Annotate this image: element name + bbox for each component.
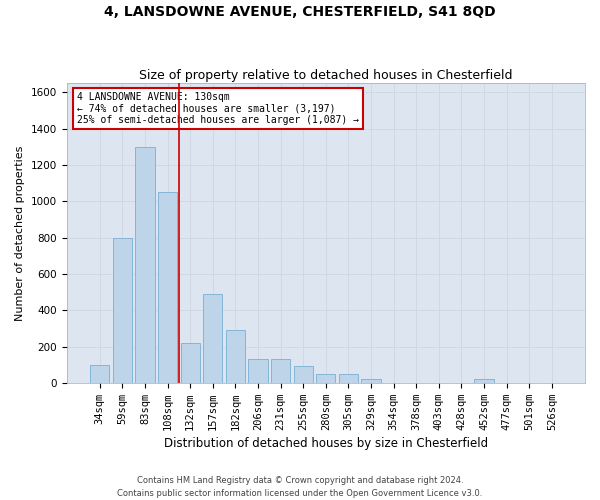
Text: 4, LANSDOWNE AVENUE, CHESTERFIELD, S41 8QD: 4, LANSDOWNE AVENUE, CHESTERFIELD, S41 8… xyxy=(104,5,496,19)
Text: Contains HM Land Registry data © Crown copyright and database right 2024.
Contai: Contains HM Land Registry data © Crown c… xyxy=(118,476,482,498)
Bar xyxy=(181,343,200,383)
Bar xyxy=(339,374,358,383)
Bar xyxy=(361,379,380,383)
Bar xyxy=(158,192,177,383)
Y-axis label: Number of detached properties: Number of detached properties xyxy=(15,146,25,320)
Bar xyxy=(226,330,245,383)
Bar xyxy=(271,359,290,383)
X-axis label: Distribution of detached houses by size in Chesterfield: Distribution of detached houses by size … xyxy=(164,437,488,450)
Bar xyxy=(248,359,268,383)
Bar xyxy=(113,238,132,383)
Text: 4 LANSDOWNE AVENUE: 130sqm
← 74% of detached houses are smaller (3,197)
25% of s: 4 LANSDOWNE AVENUE: 130sqm ← 74% of deta… xyxy=(77,92,359,126)
Bar xyxy=(293,366,313,383)
Bar xyxy=(316,374,335,383)
Bar xyxy=(136,146,155,383)
Bar xyxy=(475,379,494,383)
Bar xyxy=(90,364,109,383)
Bar xyxy=(203,294,223,383)
Title: Size of property relative to detached houses in Chesterfield: Size of property relative to detached ho… xyxy=(139,69,512,82)
